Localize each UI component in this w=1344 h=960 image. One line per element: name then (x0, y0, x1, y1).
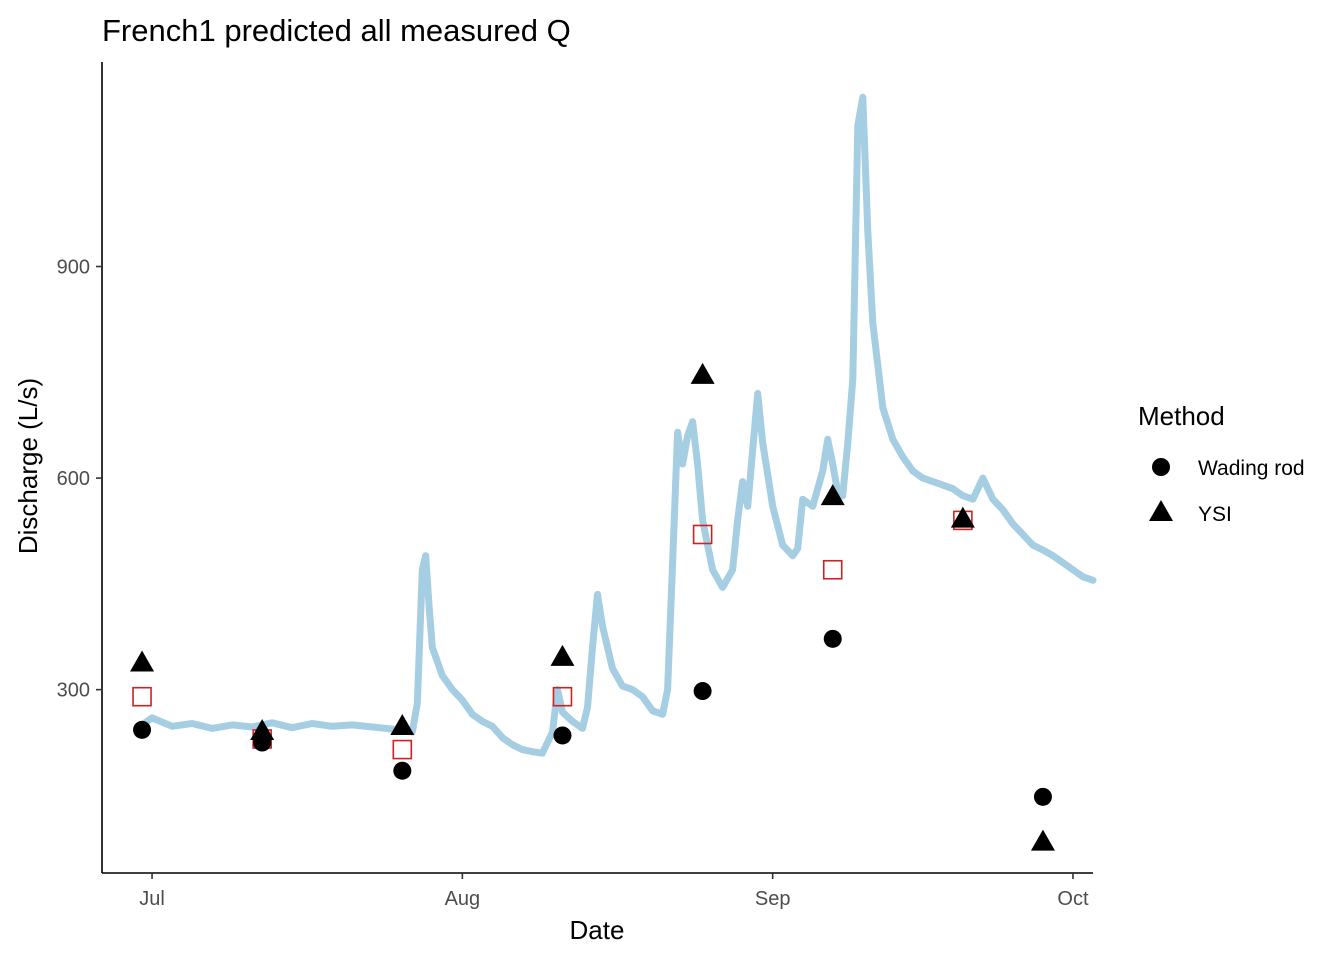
x-tick-label-aug: Aug (445, 888, 481, 910)
predicted-point-5 (822, 559, 843, 580)
ysi-point-2 (390, 714, 415, 736)
legend-wading-rod-symbol (1152, 458, 1170, 476)
x-axis-title: Date (570, 915, 625, 945)
ysi-point-0 (130, 650, 155, 672)
x-axis-ticks: Jul Aug Sep Oct (139, 873, 1089, 910)
y-axis-ticks: 300 600 900 (57, 257, 102, 702)
y-tick-label-300: 300 (57, 680, 90, 702)
legend-wading-rod-label: Wading rod (1198, 457, 1305, 480)
predicted-point-2 (392, 739, 413, 760)
x-tick-label-sep: Sep (755, 888, 791, 910)
ysi-point-7 (1030, 829, 1055, 851)
x-tick-label-jul: Jul (139, 888, 165, 910)
predicted-discharge-line (138, 93, 1097, 757)
wading-rod-point-4 (693, 682, 712, 701)
wading-rod-point-0 (133, 720, 152, 739)
y-axis-title: Discharge (L/s) (13, 378, 43, 554)
plot-area (130, 93, 1097, 851)
ysi-point-3 (550, 644, 575, 666)
wading-rod-point-2 (393, 761, 412, 780)
wading-rod-point-5 (823, 629, 842, 648)
predicted-point-0 (132, 686, 152, 707)
ysi-point-6 (950, 506, 975, 528)
wading-rod-point-6 (1033, 787, 1052, 806)
y-tick-label-600: 600 (57, 468, 90, 490)
legend-ysi-symbol (1149, 500, 1173, 521)
legend: Method Wading rod YSI (1138, 401, 1305, 526)
legend-title: Method (1138, 401, 1225, 431)
legend-ysi-label: YSI (1198, 503, 1232, 526)
predicted-point-4 (692, 524, 713, 545)
ysi-point-1 (250, 718, 275, 740)
ysi-point-4 (690, 362, 715, 384)
y-tick-label-900: 900 (57, 257, 90, 279)
predicted-point-3 (552, 686, 573, 707)
x-tick-label-oct: Oct (1057, 888, 1089, 910)
ysi-point-5 (820, 484, 845, 506)
wading-rod-point-3 (553, 726, 572, 745)
chart-title: French1 predicted all measured Q (102, 13, 571, 48)
